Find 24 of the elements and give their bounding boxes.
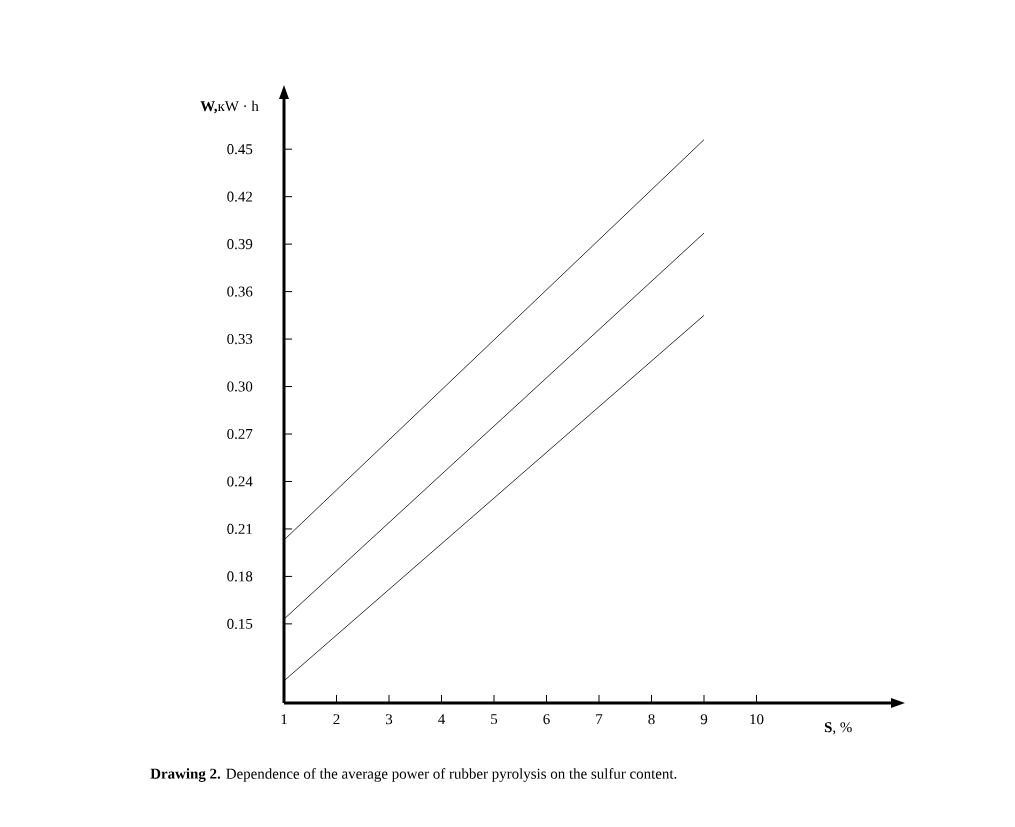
x-tick-label: 8	[648, 714, 655, 725]
x-tick-label: 10	[750, 714, 764, 725]
x-tick-label: 4	[438, 714, 446, 724]
y-tick-label: 0.18	[227, 571, 253, 582]
x-tick-label: 7	[596, 714, 603, 724]
y-axis-title: W,кW · h	[200, 100, 259, 114]
y-tick-label: 0.27	[227, 428, 253, 440]
y-tick-label: 0.42	[227, 191, 252, 202]
x-axis-title: S, %	[824, 722, 852, 735]
x-tick-label: 5	[491, 714, 498, 725]
y-tick-label: 0.33	[227, 333, 253, 345]
x-tick-label: 9	[700, 714, 708, 725]
x-tick-label: 6	[543, 714, 550, 725]
y-tick-label: 0.15	[227, 618, 253, 629]
x-tick-label: 2	[333, 714, 340, 725]
x-tick-label: 1	[281, 714, 287, 725]
y-tick-label: 0.24	[227, 476, 253, 487]
y-tick-label: 0.39	[227, 239, 253, 250]
y-tick-label: 0.36	[227, 286, 253, 297]
y-tick-label: 0.21	[227, 523, 252, 535]
y-tick-label: 0.45	[227, 144, 253, 155]
text: Drawing 2. Dependence of the average power of rubber pyrolysis on the sulfur content.	[150, 768, 677, 782]
y-tick-label: 0.30	[227, 381, 253, 392]
x-tick-label: 3	[385, 714, 393, 725]
